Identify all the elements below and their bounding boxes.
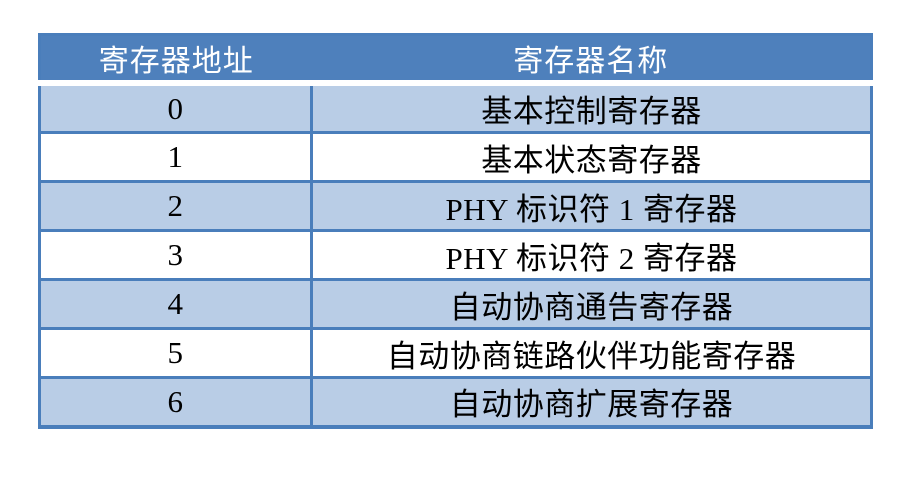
cell-register-address: 0 <box>38 81 313 134</box>
table-row: 6 自动协商扩展寄存器 <box>38 376 873 428</box>
cell-register-address: 3 <box>38 229 313 281</box>
cell-register-name: PHY 标识符 2 寄存器 <box>310 229 873 281</box>
table-header: 寄存器地址 寄存器名称 <box>39 34 872 86</box>
cell-register-address: 2 <box>38 180 313 232</box>
cell-register-name: 基本控制寄存器 <box>310 81 873 134</box>
cell-register-address: 5 <box>38 327 313 379</box>
cell-register-address: 6 <box>38 376 313 428</box>
table-body: 0 基本控制寄存器 1 基本状态寄存器 2 PHY 标识符 1 寄存器 3 PHY 标识符 2… <box>38 81 873 428</box>
register-table: 寄存器地址 寄存器名称 0 基本控制寄存器 1 基本状态寄存器 2 PHY 标识符 1 寄… <box>38 33 873 429</box>
table-row: 2 PHY 标识符 1 寄存器 <box>38 180 873 232</box>
table-row: 5 自动协商链路伙伴功能寄存器 <box>38 327 873 379</box>
table-row: 4 自动协商通告寄存器 <box>38 278 873 330</box>
cell-register-name: 基本状态寄存器 <box>310 131 873 183</box>
column-header-register-name: 寄存器名称 <box>311 34 872 86</box>
cell-register-address: 4 <box>38 278 313 330</box>
header-row: 寄存器地址 寄存器名称 <box>39 34 872 86</box>
table-row: 0 基本控制寄存器 <box>38 81 873 134</box>
cell-register-name: PHY 标识符 1 寄存器 <box>310 180 873 232</box>
table-row: 3 PHY 标识符 2 寄存器 <box>38 229 873 281</box>
cell-register-name: 自动协商通告寄存器 <box>310 278 873 330</box>
table-row: 1 基本状态寄存器 <box>38 131 873 183</box>
cell-register-name: 自动协商链路伙伴功能寄存器 <box>310 327 873 379</box>
cell-register-address: 1 <box>38 131 313 183</box>
cell-register-name: 自动协商扩展寄存器 <box>310 376 873 428</box>
column-header-register-address: 寄存器地址 <box>39 34 312 86</box>
